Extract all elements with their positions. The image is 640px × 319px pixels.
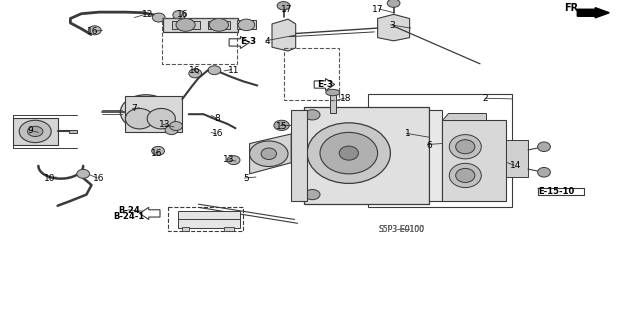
Ellipse shape: [165, 126, 178, 135]
Bar: [284, 48, 339, 100]
Ellipse shape: [208, 66, 221, 75]
Ellipse shape: [305, 110, 320, 120]
Ellipse shape: [227, 156, 240, 165]
Text: 5: 5: [244, 174, 249, 183]
Text: 17: 17: [281, 5, 292, 14]
Text: 3: 3: [389, 21, 394, 30]
Ellipse shape: [326, 89, 340, 96]
Ellipse shape: [538, 142, 550, 152]
Polygon shape: [224, 227, 234, 231]
Polygon shape: [229, 36, 250, 48]
Ellipse shape: [120, 95, 172, 130]
Bar: [538, 188, 584, 195]
Bar: [330, 93, 336, 113]
Text: 4: 4: [265, 37, 270, 46]
Ellipse shape: [209, 19, 228, 31]
Bar: [163, 18, 238, 32]
Ellipse shape: [125, 108, 154, 129]
Text: 14: 14: [509, 161, 521, 170]
Text: 11: 11: [228, 66, 239, 75]
Ellipse shape: [152, 146, 164, 155]
Ellipse shape: [173, 11, 186, 19]
Bar: [162, 18, 237, 64]
Text: 6: 6: [426, 141, 431, 150]
Text: 16: 16: [87, 27, 99, 36]
Ellipse shape: [320, 132, 378, 174]
Ellipse shape: [152, 13, 165, 22]
Text: FR.: FR.: [564, 3, 582, 13]
Ellipse shape: [147, 108, 175, 129]
Text: 10: 10: [44, 174, 56, 183]
Ellipse shape: [132, 103, 160, 122]
Bar: [506, 140, 528, 177]
Bar: [125, 96, 182, 132]
Bar: [208, 21, 230, 29]
Ellipse shape: [449, 163, 481, 188]
Ellipse shape: [77, 169, 90, 178]
Ellipse shape: [387, 0, 400, 7]
Text: E-3: E-3: [240, 37, 257, 46]
Bar: [368, 94, 512, 207]
Polygon shape: [140, 207, 160, 219]
Text: S5P3-E0100: S5P3-E0100: [379, 225, 425, 234]
Text: 2: 2: [483, 94, 488, 103]
Text: 16: 16: [93, 174, 105, 183]
Bar: [168, 207, 243, 231]
Ellipse shape: [449, 135, 481, 159]
Bar: [13, 118, 58, 145]
Ellipse shape: [456, 168, 475, 182]
Ellipse shape: [274, 120, 289, 130]
Text: 9: 9: [28, 126, 33, 135]
Text: 15: 15: [276, 122, 287, 130]
Polygon shape: [291, 110, 307, 201]
Ellipse shape: [339, 146, 358, 160]
Ellipse shape: [277, 2, 290, 10]
Bar: [442, 120, 506, 201]
Bar: [178, 211, 240, 228]
Bar: [429, 110, 442, 201]
Bar: [172, 21, 200, 29]
Text: E-3: E-3: [317, 80, 333, 89]
Ellipse shape: [176, 19, 195, 31]
Text: 13: 13: [159, 120, 171, 129]
Ellipse shape: [88, 26, 101, 35]
Ellipse shape: [261, 148, 276, 160]
Bar: [237, 20, 256, 29]
Ellipse shape: [538, 167, 550, 177]
Ellipse shape: [305, 189, 320, 200]
Text: 13: 13: [223, 155, 235, 164]
Ellipse shape: [170, 122, 182, 130]
Text: 12: 12: [141, 10, 153, 19]
Text: 18: 18: [340, 94, 351, 103]
Text: 17: 17: [372, 5, 383, 14]
Text: 8: 8: [215, 114, 220, 122]
Text: 1: 1: [406, 130, 411, 138]
Ellipse shape: [307, 123, 390, 183]
Ellipse shape: [250, 141, 288, 167]
Ellipse shape: [19, 120, 51, 143]
Polygon shape: [272, 19, 296, 51]
Polygon shape: [182, 227, 189, 231]
Polygon shape: [442, 113, 486, 120]
Text: E-15-10: E-15-10: [539, 187, 575, 196]
Ellipse shape: [189, 69, 202, 78]
Text: 16: 16: [189, 66, 201, 75]
Text: 16: 16: [212, 130, 223, 138]
Text: 7: 7: [132, 104, 137, 113]
Text: 16: 16: [151, 149, 163, 158]
Bar: [69, 130, 77, 133]
Polygon shape: [378, 14, 410, 41]
Text: B-24: B-24: [118, 206, 140, 215]
Bar: [304, 107, 429, 204]
Polygon shape: [314, 78, 335, 91]
Text: 16: 16: [177, 10, 188, 19]
Ellipse shape: [238, 19, 255, 31]
FancyArrow shape: [577, 8, 609, 18]
Ellipse shape: [28, 126, 43, 137]
Text: S5P3-E0100: S5P3-E0100: [379, 225, 425, 234]
Text: B-24-1: B-24-1: [114, 212, 145, 221]
Ellipse shape: [456, 140, 475, 154]
Polygon shape: [250, 134, 291, 174]
